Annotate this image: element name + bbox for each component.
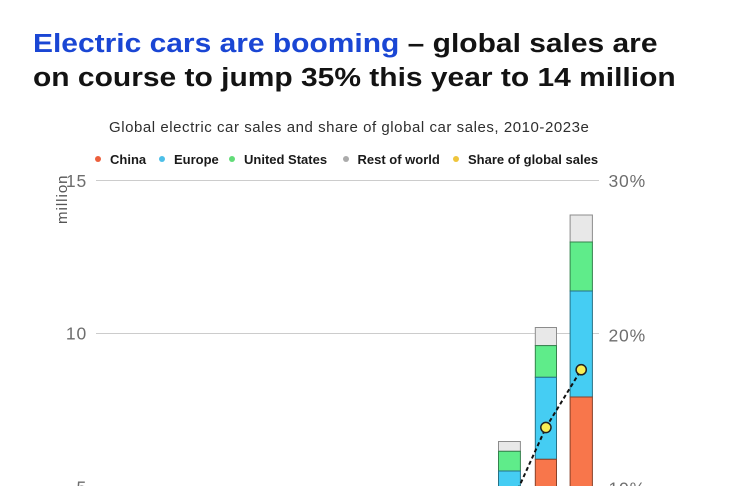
svg-text:million: million xyxy=(54,174,71,224)
svg-text:15: 15 xyxy=(66,171,87,191)
svg-text:20%: 20% xyxy=(609,326,646,346)
svg-text:5: 5 xyxy=(76,478,87,486)
svg-text:10%: 10% xyxy=(609,479,646,486)
svg-text:30%: 30% xyxy=(609,171,646,191)
svg-text:10: 10 xyxy=(66,324,87,344)
